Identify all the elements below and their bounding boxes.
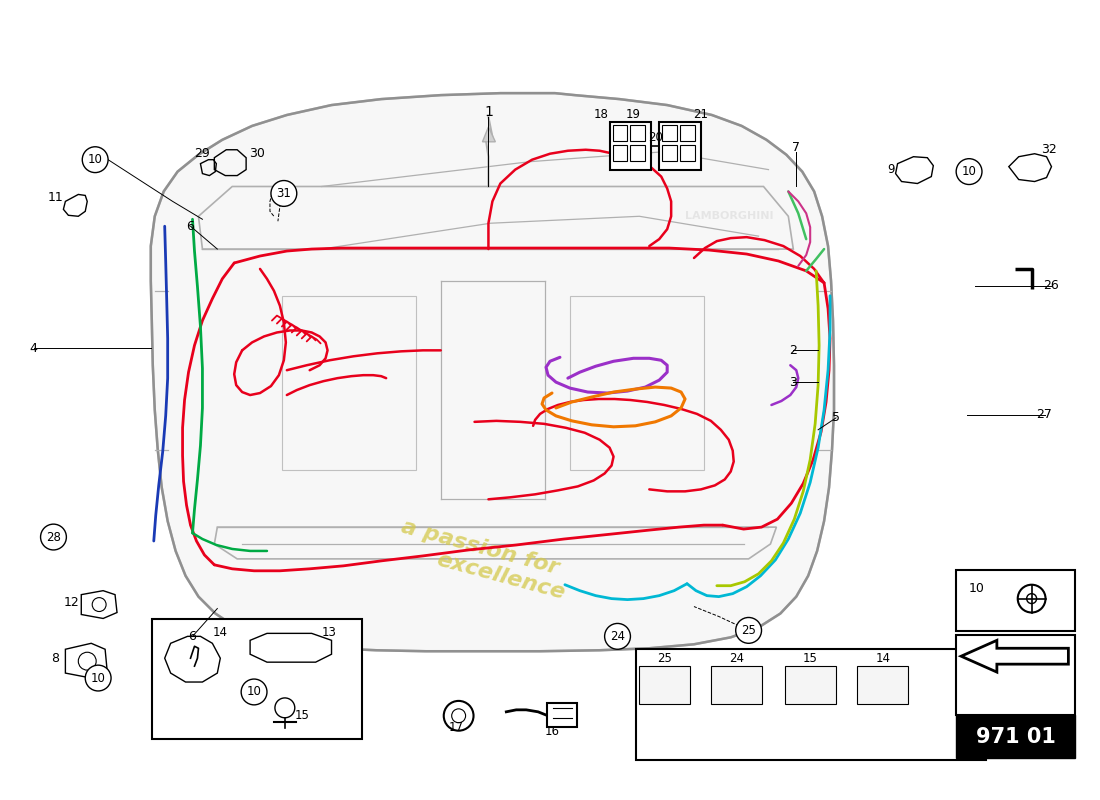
Text: 26: 26 xyxy=(1044,279,1059,292)
Text: 30: 30 xyxy=(249,147,265,160)
Text: 10: 10 xyxy=(969,582,984,595)
Text: 2: 2 xyxy=(790,344,798,357)
Text: 971 01: 971 01 xyxy=(976,726,1056,746)
Text: 4: 4 xyxy=(30,342,37,355)
Text: 3: 3 xyxy=(790,376,798,389)
Text: 7: 7 xyxy=(792,142,801,154)
Text: 24: 24 xyxy=(729,652,745,665)
Text: 28: 28 xyxy=(46,530,60,543)
Text: 1: 1 xyxy=(484,105,493,119)
FancyBboxPatch shape xyxy=(712,666,762,704)
FancyBboxPatch shape xyxy=(609,122,651,170)
Circle shape xyxy=(271,181,297,206)
Text: 18: 18 xyxy=(593,107,608,121)
FancyBboxPatch shape xyxy=(857,666,907,704)
Circle shape xyxy=(1018,585,1045,613)
Text: 10: 10 xyxy=(90,671,106,685)
FancyBboxPatch shape xyxy=(639,666,690,704)
Text: 10: 10 xyxy=(961,165,977,178)
FancyBboxPatch shape xyxy=(637,650,986,761)
Polygon shape xyxy=(151,93,834,651)
Text: 24: 24 xyxy=(610,630,625,643)
Polygon shape xyxy=(961,640,1068,672)
Circle shape xyxy=(736,618,761,643)
Text: 13: 13 xyxy=(322,626,337,639)
FancyBboxPatch shape xyxy=(659,122,701,170)
Polygon shape xyxy=(483,127,495,142)
Text: 12: 12 xyxy=(64,596,79,609)
Text: 11: 11 xyxy=(47,191,64,204)
Text: 6: 6 xyxy=(188,630,197,643)
Text: 25: 25 xyxy=(741,624,756,637)
Text: 14: 14 xyxy=(212,626,228,639)
Text: 29: 29 xyxy=(195,147,210,160)
FancyBboxPatch shape xyxy=(956,570,1076,631)
FancyBboxPatch shape xyxy=(152,619,362,738)
Text: 9: 9 xyxy=(887,163,894,176)
Text: 16: 16 xyxy=(544,725,560,738)
Text: 19: 19 xyxy=(626,107,641,121)
Text: 31: 31 xyxy=(276,187,292,200)
FancyBboxPatch shape xyxy=(785,666,836,704)
Text: 21: 21 xyxy=(693,107,708,121)
Text: 15: 15 xyxy=(295,710,309,722)
FancyBboxPatch shape xyxy=(956,635,1076,714)
Text: 17: 17 xyxy=(449,722,464,734)
Circle shape xyxy=(41,524,66,550)
Text: 27: 27 xyxy=(1036,408,1053,422)
Text: 15: 15 xyxy=(803,652,817,665)
Circle shape xyxy=(86,665,111,691)
Text: LAMBORGHINI: LAMBORGHINI xyxy=(684,211,773,222)
Circle shape xyxy=(82,146,108,173)
Text: 20: 20 xyxy=(648,131,662,144)
FancyBboxPatch shape xyxy=(956,714,1076,758)
Circle shape xyxy=(956,158,982,185)
Text: 6: 6 xyxy=(187,220,195,233)
FancyBboxPatch shape xyxy=(547,703,576,726)
Circle shape xyxy=(605,623,630,650)
Text: excellence: excellence xyxy=(433,550,566,603)
Circle shape xyxy=(241,679,267,705)
Text: 32: 32 xyxy=(1041,143,1056,156)
Text: 10: 10 xyxy=(246,686,262,698)
Text: 8: 8 xyxy=(52,652,59,665)
Text: 14: 14 xyxy=(876,652,890,665)
Text: 10: 10 xyxy=(88,153,102,166)
Text: 25: 25 xyxy=(657,652,672,665)
Text: a passion for: a passion for xyxy=(399,516,562,578)
Text: 5: 5 xyxy=(832,411,840,424)
